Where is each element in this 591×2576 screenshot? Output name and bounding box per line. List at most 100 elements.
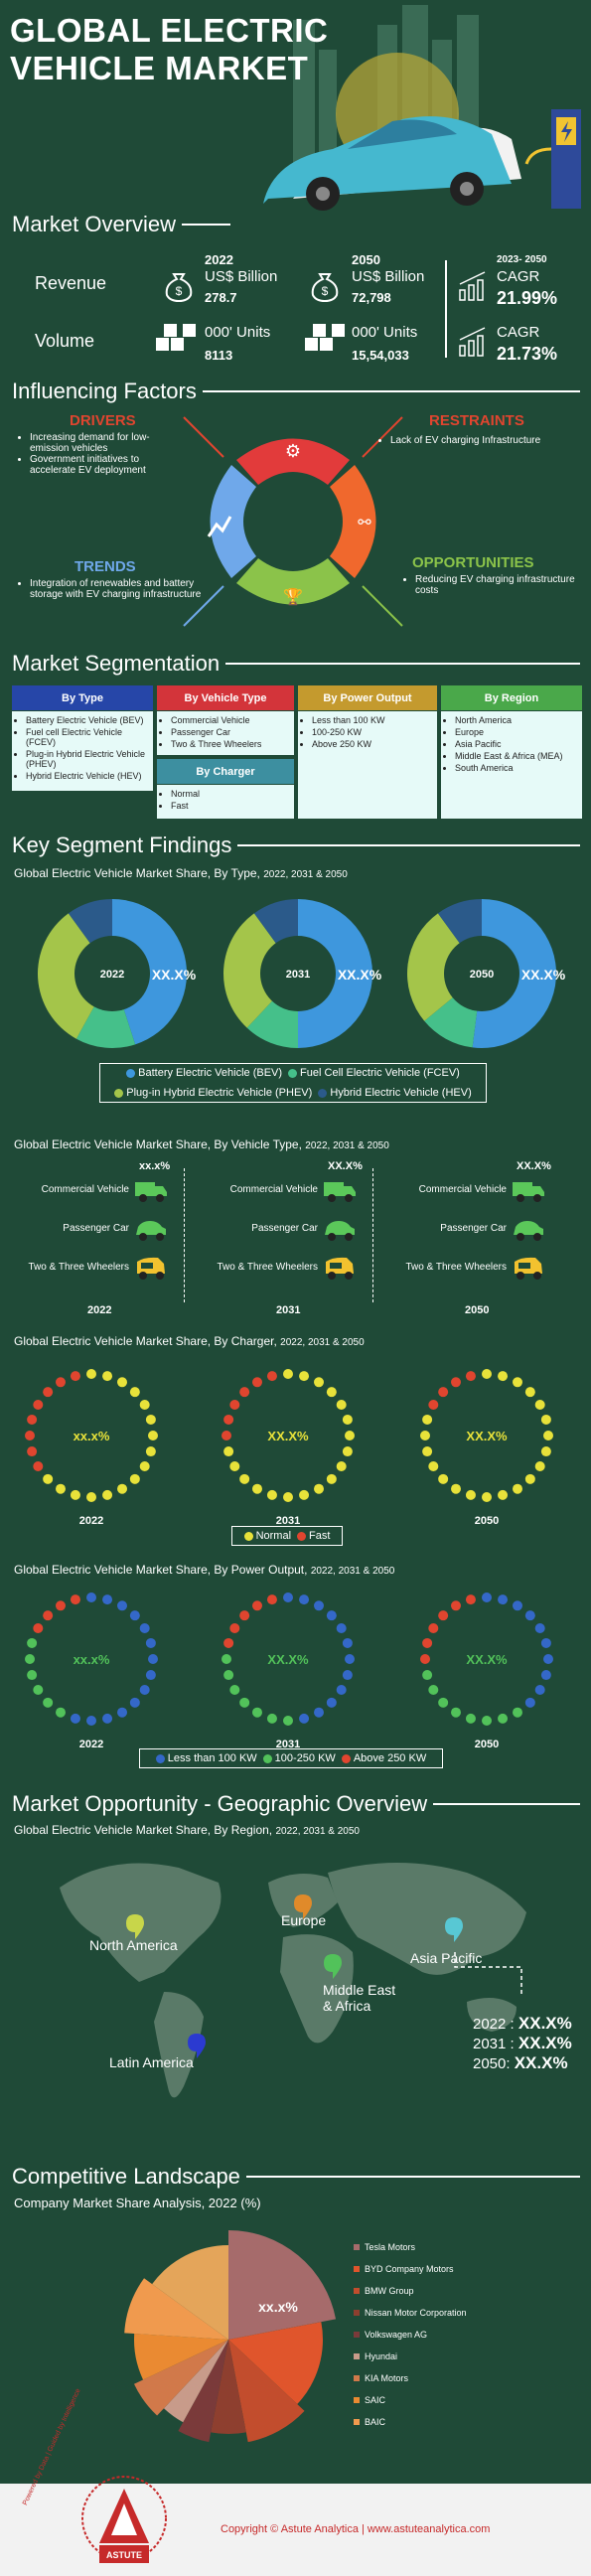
ring-value: XX.X%: [466, 1429, 508, 1443]
ring-dot: [117, 1377, 127, 1387]
ring-dot: [252, 1484, 262, 1494]
ring-dot: [438, 1610, 448, 1620]
ring-dot: [140, 1461, 150, 1471]
company-legend-item: BAIC: [354, 2417, 385, 2427]
ring-dot: [299, 1371, 309, 1381]
vehicle-row-label: Two & Three Wheelers: [397, 1262, 507, 1273]
segment-item: Europe: [455, 727, 578, 737]
vol-unit-2050: 000' Units: [352, 324, 417, 341]
vehicle-value: XX.X%: [328, 1160, 363, 1172]
vehicle-year: 2050: [465, 1304, 489, 1316]
ring-dot: [327, 1698, 337, 1708]
ring-dot: [498, 1371, 508, 1381]
ring-dot: [102, 1490, 112, 1500]
ring-dot: [33, 1400, 43, 1410]
money-bag-icon: $: [164, 268, 194, 302]
type-chart-title: Global Electric Vehicle Market Share, By…: [14, 866, 348, 880]
ring-year: 2050: [475, 1515, 499, 1527]
car-icon: [512, 1217, 545, 1243]
ring-dot: [56, 1708, 66, 1718]
truck-icon: [134, 1178, 168, 1204]
segment-by-power-list: Less than 100 KW 100-250 KW Above 250 KW: [298, 711, 437, 819]
ring-dot: [438, 1698, 448, 1708]
ring-dot: [267, 1490, 277, 1500]
segment-item: Fuel cell Electric Vehicle (FCEV): [26, 727, 149, 747]
drivers-title: DRIVERS: [70, 412, 136, 429]
ring-dot: [86, 1716, 96, 1726]
ring-dot: [428, 1623, 438, 1633]
ring-dot: [327, 1474, 337, 1484]
ring-dot: [345, 1654, 355, 1664]
market-segmentation-heading: Market Segmentation: [12, 651, 580, 677]
ring-value: xx.x%: [74, 1429, 110, 1443]
ring-dot: [482, 1592, 492, 1602]
vehicle-row-label: Commercial Vehicle: [209, 1184, 318, 1195]
ring-dot: [541, 1670, 551, 1680]
ring-dot: [535, 1400, 545, 1410]
ring-dot: [43, 1698, 53, 1708]
ring-dot: [252, 1377, 262, 1387]
ring-dot: [299, 1490, 309, 1500]
world-map: [30, 1843, 586, 2141]
vehicle-row-label: Passenger Car: [209, 1223, 318, 1234]
legend-item: Normal: [244, 1530, 291, 1542]
company-legend-item: Nissan Motor Corporation: [354, 2308, 467, 2318]
region-north-america: North America: [89, 1937, 178, 1953]
segment-by-region-header: By Region: [441, 685, 582, 710]
segment-item: Middle East & Africa (MEA): [455, 751, 578, 761]
ring-dot: [498, 1594, 508, 1604]
ring-dot: [239, 1474, 249, 1484]
ring-dot: [337, 1461, 347, 1471]
ring-dot: [451, 1708, 461, 1718]
ring-dot: [283, 1716, 293, 1726]
trend-item: Integration of renewables and battery st…: [30, 578, 204, 600]
ring-dot: [130, 1387, 140, 1397]
vehicle-value: xx.x%: [139, 1160, 170, 1172]
ring-dot: [535, 1685, 545, 1695]
revenue-label: Revenue: [35, 273, 106, 294]
ring-dot: [343, 1670, 353, 1680]
ring-dot: [222, 1654, 231, 1664]
ring-value: XX.X%: [267, 1429, 309, 1443]
driver-item: Government initiatives to accelerate EV …: [30, 454, 179, 476]
competitive-heading: Competitive Landscape: [12, 2164, 580, 2190]
ring-dot: [451, 1600, 461, 1610]
ring-dot: [223, 1446, 233, 1456]
ring-year: 2022: [79, 1739, 103, 1750]
ring-dot: [482, 1716, 492, 1726]
geo-chart-title: Global Electric Vehicle Market Share, By…: [14, 1823, 360, 1837]
vehicle-row-label: Two & Three Wheelers: [20, 1262, 129, 1273]
opportunities-title: OPPORTUNITIES: [412, 554, 534, 571]
segment-item: Passenger Car: [171, 727, 290, 737]
region-asia-pacific: Asia Pacific: [410, 1950, 482, 1966]
ring-dot: [283, 1492, 293, 1502]
volume-2022-value: 8113: [205, 348, 232, 363]
revenue-2050-value: 72,798: [352, 290, 391, 305]
restraints-list: Lack of EV charging Infrastructure: [390, 435, 589, 446]
ring-dot: [222, 1431, 231, 1440]
ring-dot: [345, 1431, 355, 1440]
trends-title: TRENDS: [74, 558, 136, 575]
ring-dot: [498, 1490, 508, 1500]
ring-dot: [25, 1654, 35, 1664]
ring-dot: [33, 1685, 43, 1695]
ring-dot: [420, 1654, 430, 1664]
ring-dot: [314, 1484, 324, 1494]
legend-item: Fast: [297, 1530, 330, 1542]
ring-dot: [267, 1371, 277, 1381]
charger-legend: Normal Fast: [231, 1526, 343, 1546]
vehicle-row-label: Commercial Vehicle: [397, 1184, 507, 1195]
segment-item: Normal: [171, 789, 290, 799]
segment-by-power-header: By Power Output: [298, 685, 437, 710]
ring-dot: [86, 1492, 96, 1502]
segment-item: South America: [455, 763, 578, 773]
revenue-cagr-value: 21.99%: [497, 288, 557, 309]
region-europe: Europe: [281, 1912, 326, 1928]
volume-2050-value: 15,54,033: [352, 348, 409, 363]
ring-dot: [438, 1387, 448, 1397]
ring-dot: [428, 1400, 438, 1410]
ring-dot: [148, 1654, 158, 1664]
vol-unit-2022: 000' Units: [205, 324, 270, 341]
ring-dot: [71, 1490, 80, 1500]
vehicle-row-label: Passenger Car: [397, 1223, 507, 1234]
